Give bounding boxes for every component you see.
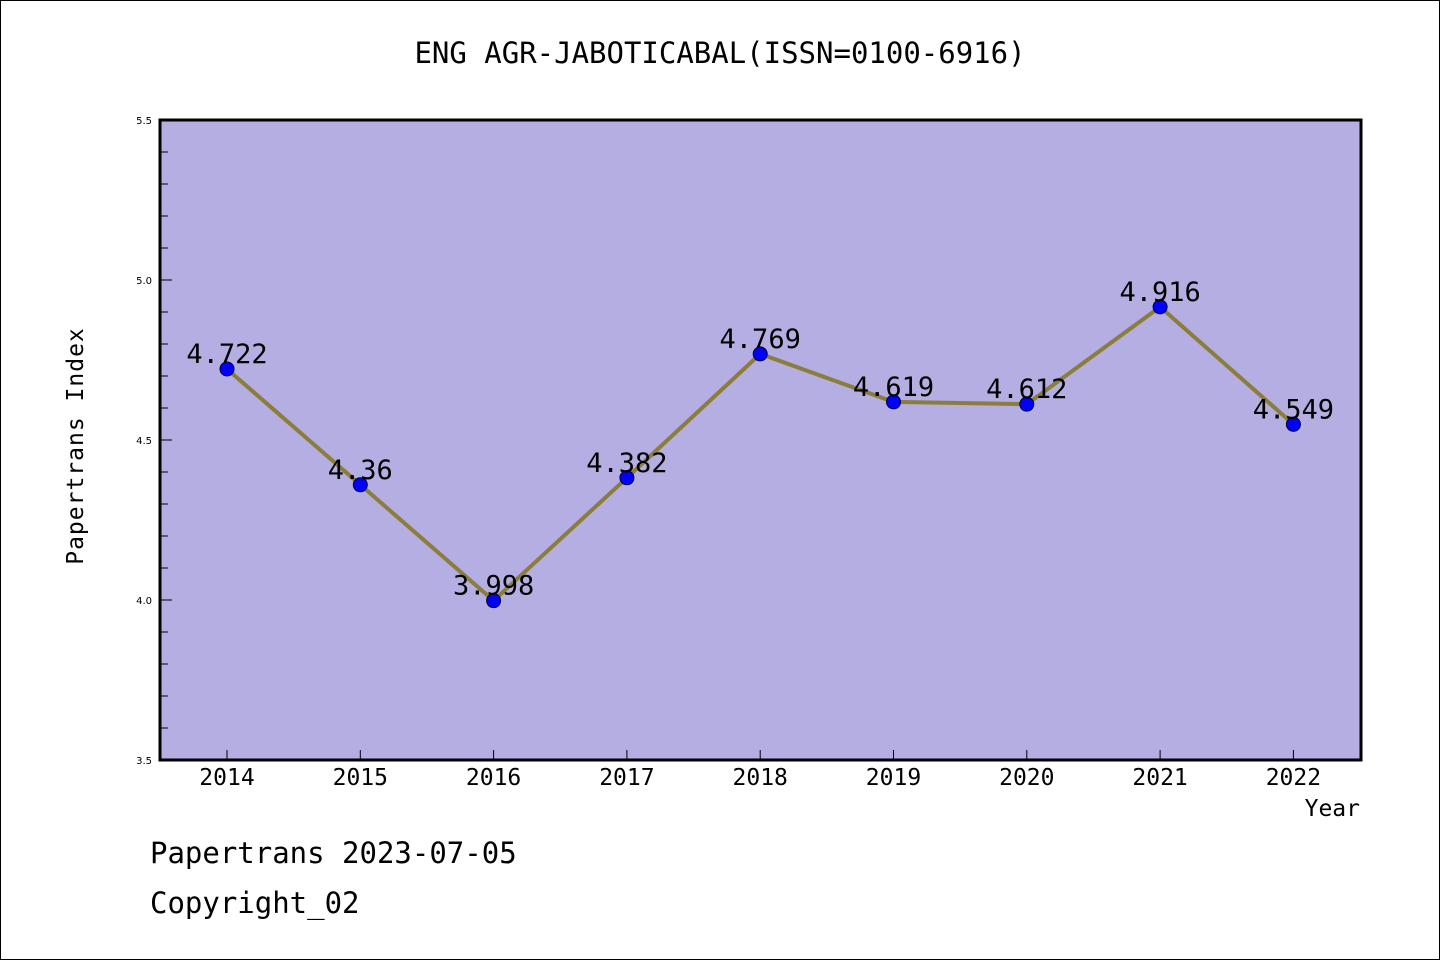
x-tick-label: 2014 [199, 765, 254, 791]
chart-title: ENG AGR-JABOTICABAL(ISSN=0100-6916) [414, 36, 1026, 70]
x-tick-label: 2022 [1266, 765, 1321, 791]
data-label: 4.722 [186, 339, 267, 370]
data-label: 4.382 [586, 448, 667, 479]
data-point-marker [752, 346, 768, 362]
x-axis: 2014 2015 2016 2017 2018 2019 2020 2021 2022 [199, 750, 1321, 791]
y-tick-label: 3.5 [136, 756, 152, 767]
y-tick-label: 5.0 [136, 276, 152, 287]
x-tick-label: 2015 [333, 765, 388, 791]
x-tick-label: 2021 [1132, 765, 1187, 791]
footer-copyright: Copyright_02 [150, 886, 360, 920]
data-label: 4.619 [853, 372, 934, 403]
x-tick-label: 2019 [866, 765, 921, 791]
plot-border [158, 118, 1363, 762]
data-point-marker [486, 593, 502, 609]
data-point-marker [619, 470, 635, 486]
y-tick-label: 4.5 [136, 436, 152, 447]
y-tick-label: 4.0 [136, 596, 152, 607]
data-markers [219, 299, 1301, 609]
x-tick-label: 2016 [466, 765, 521, 791]
x-tick-label: 2020 [999, 765, 1054, 791]
y-tick-label: 5.5 [136, 116, 152, 127]
data-labels: 4.722 4.36 3.998 4.382 4.769 4.619 4.612 4.916 4… [186, 277, 1334, 602]
data-label: 4.769 [720, 324, 801, 355]
data-label: 3.998 [453, 571, 534, 602]
x-axis-label: Year [1304, 796, 1360, 822]
data-label: 4.612 [986, 374, 1067, 405]
x-tick-label: 2017 [599, 765, 654, 791]
data-point-marker [886, 394, 901, 410]
x-tick-label: 2018 [733, 765, 788, 791]
plot-area [160, 120, 1361, 760]
data-point-marker [352, 477, 368, 493]
data-point-marker [1285, 416, 1301, 432]
data-label: 4.36 [328, 455, 393, 486]
data-point-marker [219, 361, 235, 377]
data-label: 4.916 [1119, 277, 1200, 308]
data-label: 4.549 [1253, 394, 1334, 425]
footer-date: Papertrans 2023-07-05 [150, 836, 517, 870]
data-point-marker [1019, 396, 1035, 412]
data-point-marker [1152, 299, 1168, 315]
